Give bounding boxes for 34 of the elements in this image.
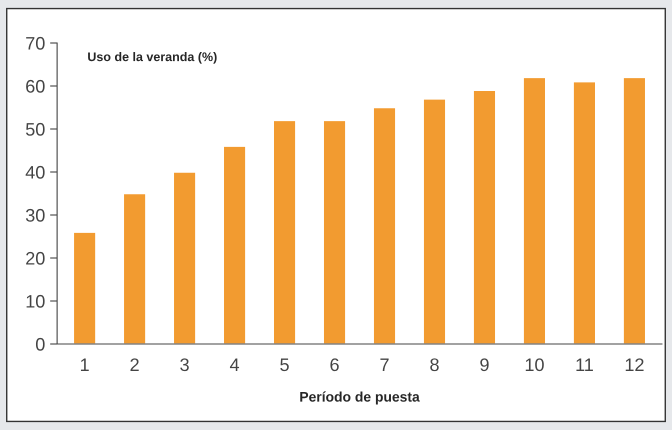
y-tick-label: 30	[26, 208, 45, 222]
bar	[572, 81, 596, 344]
x-tick-label: 2	[130, 358, 139, 371]
bar	[372, 106, 396, 344]
x-tick-label: 8	[430, 358, 439, 372]
bar	[472, 90, 496, 344]
bar	[622, 76, 646, 344]
x-tick-label: 3	[180, 358, 189, 372]
x-tick-label: 5	[280, 358, 289, 372]
bar	[272, 120, 296, 344]
bar	[172, 171, 197, 344]
y-tick-label: 60	[26, 80, 45, 93]
x-tick-label: 4	[230, 358, 240, 371]
bar	[422, 98, 446, 344]
bar	[222, 146, 247, 344]
bar	[72, 232, 97, 344]
x-axis-title: Período de puesta	[300, 391, 420, 404]
bar	[322, 120, 346, 344]
text: Uso de la veranda (%)	[88, 52, 217, 64]
bar	[122, 192, 147, 344]
y-tick-label: 70	[26, 36, 45, 50]
x-tick-label: 9	[480, 358, 489, 372]
x-tick-label: 12	[626, 358, 644, 371]
x-tick-label: 11	[576, 358, 593, 371]
y-tick-label: 40	[26, 166, 45, 179]
y-tick-label: 10	[26, 294, 45, 308]
x-tick-label: 1	[80, 358, 89, 371]
x-tick-label: 7	[380, 358, 389, 371]
bar	[522, 76, 546, 344]
y-tick-label: 0	[36, 338, 45, 351]
x-tick-label: 6	[330, 358, 339, 372]
y-tick-label: 20	[26, 252, 45, 265]
y-tick-label: 50	[26, 122, 45, 136]
x-tick-label: 10	[526, 358, 544, 372]
